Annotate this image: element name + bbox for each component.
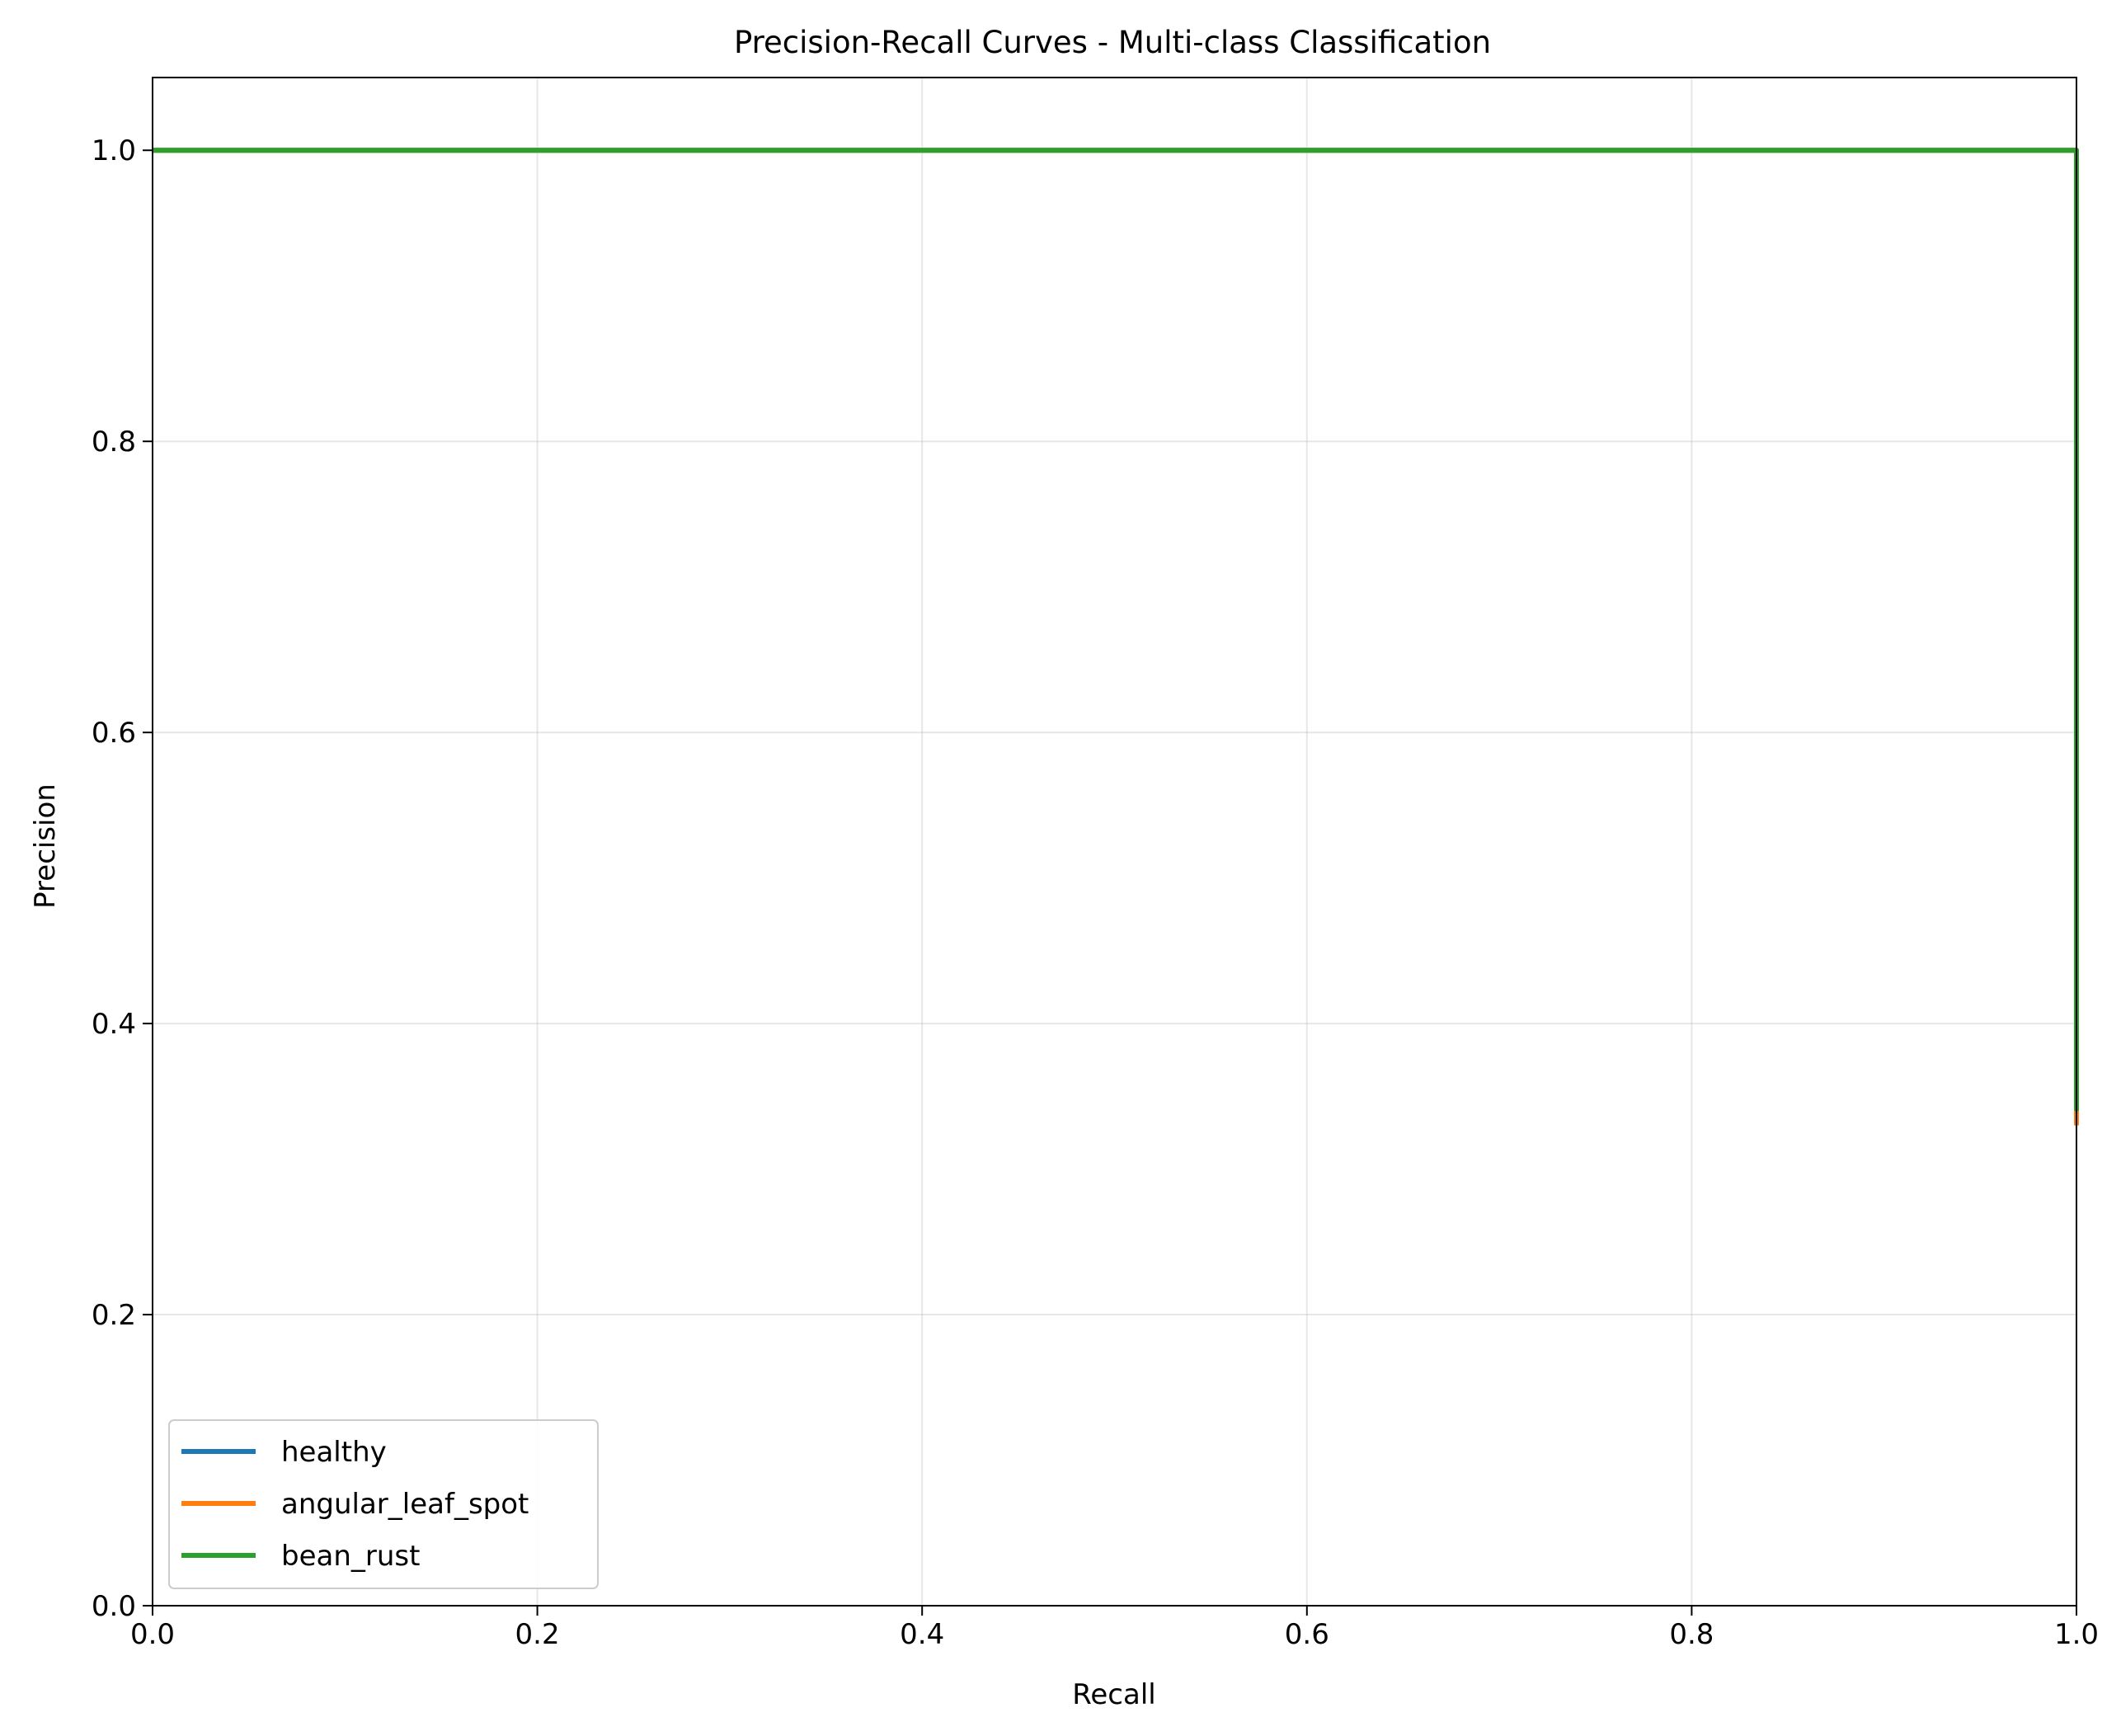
legend: healthy angular_leaf_spot bean_rust xyxy=(168,1419,599,1589)
grid-lines xyxy=(152,78,2077,1607)
y-tick-label: 0.6 xyxy=(92,717,136,750)
x-axis-ticks: 0.0 0.2 0.4 0.6 0.8 1.0 xyxy=(130,1606,2099,1651)
y-tick-label: 1.0 xyxy=(92,134,136,167)
plot-area-frame xyxy=(152,77,2077,1607)
chart-title: Precision-Recall Curves - Multi-class Cl… xyxy=(734,25,1491,60)
y-tick-label: 0.0 xyxy=(92,1590,136,1623)
x-tick-label: 0.2 xyxy=(515,1618,560,1651)
x-tick-label: 1.0 xyxy=(2054,1618,2099,1651)
x-tick-label: 0.0 xyxy=(130,1618,175,1651)
x-tick-label: 0.8 xyxy=(1669,1618,1714,1651)
y-tick-label: 0.2 xyxy=(92,1299,136,1332)
y-axis-ticks: 0.0 0.2 0.4 0.6 0.8 1.0 xyxy=(92,134,153,1623)
y-axis-label: Precision xyxy=(29,783,62,909)
legend-label-healthy: healthy xyxy=(281,1436,387,1469)
x-tick-label: 0.6 xyxy=(1285,1618,1329,1651)
x-axis-label: Recall xyxy=(1072,1678,1155,1711)
legend-label-angular_leaf_spot: angular_leaf_spot xyxy=(281,1488,529,1521)
x-tick-label: 0.4 xyxy=(900,1618,944,1651)
legend-frame xyxy=(168,1419,599,1589)
y-tick-label: 0.4 xyxy=(92,1008,136,1041)
legend-label-bean_rust: bean_rust xyxy=(281,1540,420,1573)
y-tick-label: 0.8 xyxy=(92,426,136,459)
